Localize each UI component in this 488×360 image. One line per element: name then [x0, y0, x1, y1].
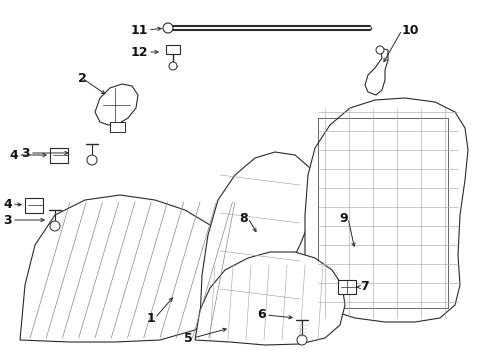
Circle shape [375, 46, 383, 54]
Text: 5: 5 [184, 332, 193, 345]
Polygon shape [200, 152, 314, 325]
Text: 1: 1 [146, 311, 155, 324]
Text: 12: 12 [130, 45, 148, 59]
Polygon shape [305, 98, 467, 322]
Bar [337, 280, 355, 294]
Text: 3: 3 [3, 213, 12, 226]
Polygon shape [364, 48, 387, 95]
Text: 4: 4 [3, 198, 12, 211]
Text: 2: 2 [78, 72, 86, 85]
Circle shape [296, 335, 306, 345]
Text: 7: 7 [359, 280, 368, 293]
Text: 8: 8 [239, 212, 247, 225]
Bar [110, 122, 125, 132]
Circle shape [50, 221, 60, 231]
Text: 9: 9 [339, 212, 347, 225]
Bar [50, 148, 68, 163]
Circle shape [87, 155, 97, 165]
Bar [25, 198, 43, 213]
Text: 11: 11 [130, 23, 148, 36]
Circle shape [163, 23, 173, 33]
Bar [165, 45, 180, 54]
Text: 4: 4 [9, 149, 18, 162]
Text: 10: 10 [401, 23, 419, 36]
Polygon shape [95, 84, 138, 125]
Text: 3: 3 [21, 147, 30, 159]
Polygon shape [195, 252, 345, 345]
Polygon shape [20, 195, 235, 342]
Text: 6: 6 [257, 309, 265, 321]
Circle shape [169, 62, 177, 70]
